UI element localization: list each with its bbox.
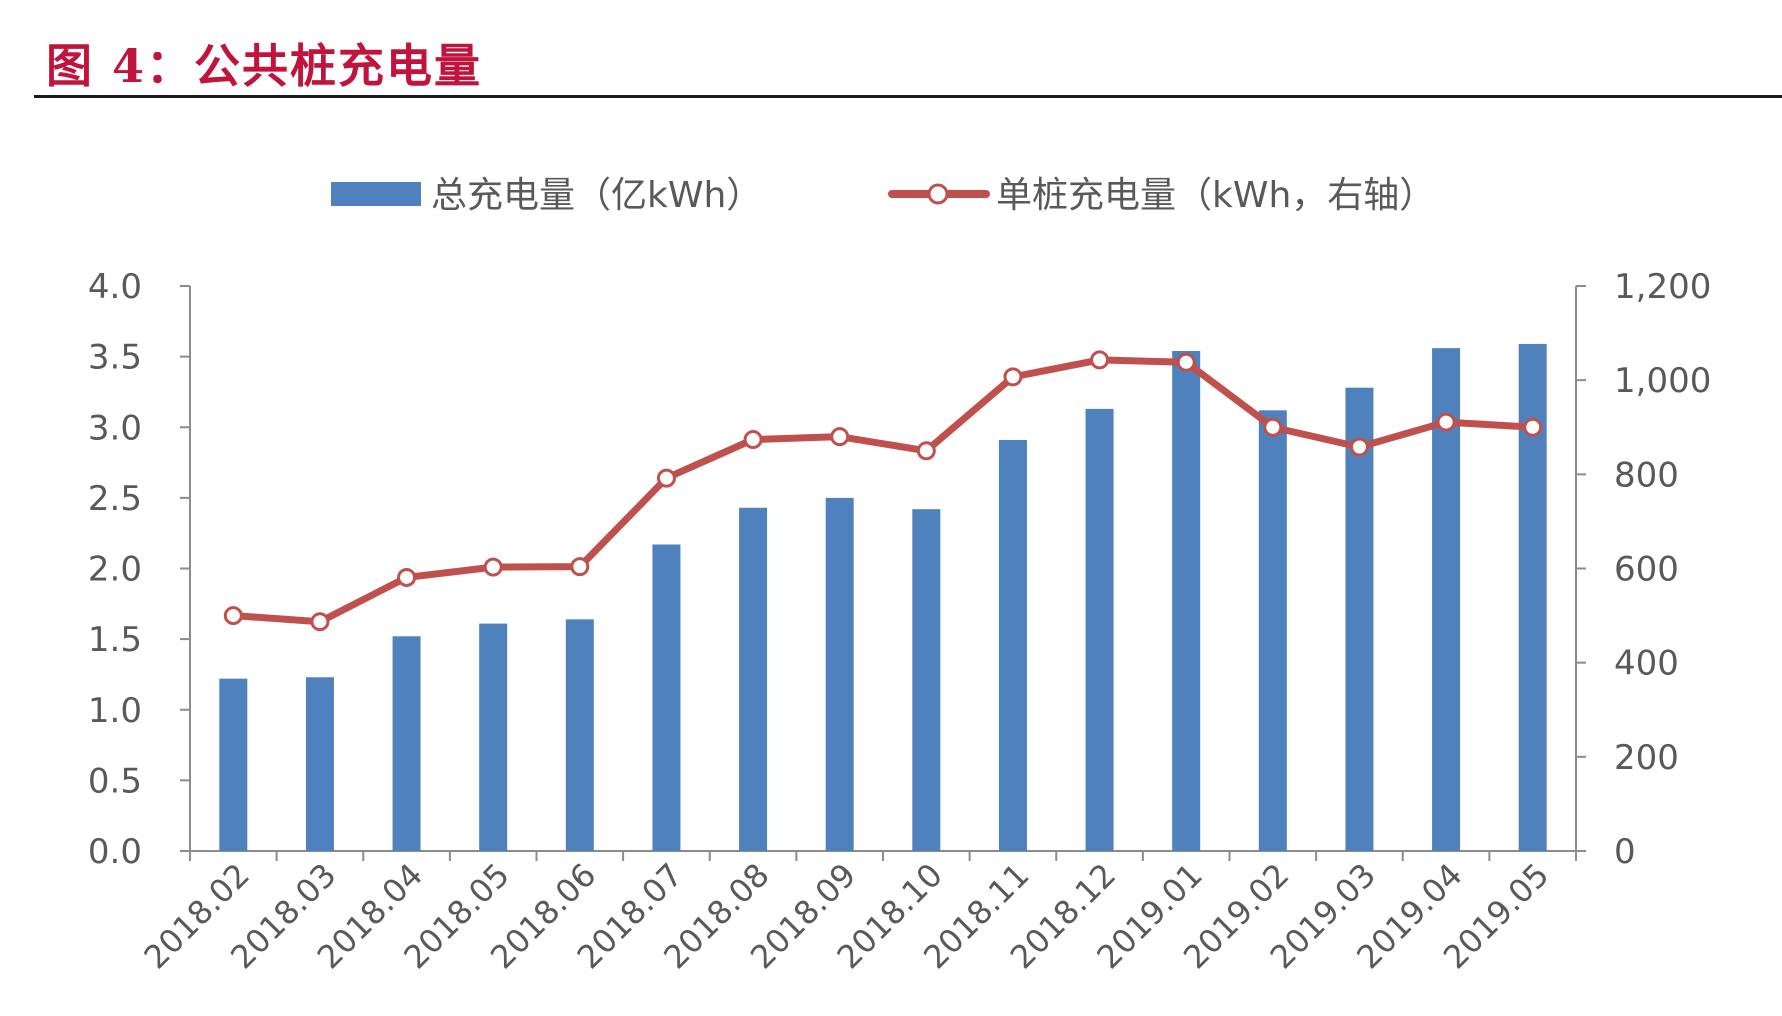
bar xyxy=(565,619,594,851)
y-left-tick-label: 0.0 xyxy=(88,832,142,872)
legend-line-marker xyxy=(927,183,949,205)
line-point xyxy=(1523,417,1543,437)
line-point xyxy=(483,557,503,577)
line-point xyxy=(1436,412,1456,432)
y-left-tick-label: 1.0 xyxy=(88,691,142,731)
y-right-tick-label: 1,000 xyxy=(1614,361,1711,401)
legend-line-label: 单桩充电量（kWh，右轴） xyxy=(996,175,1435,216)
y-left-tick-label: 2.5 xyxy=(88,479,142,519)
line-point xyxy=(1263,417,1283,437)
bar xyxy=(652,544,681,851)
bar xyxy=(219,678,248,851)
line-point xyxy=(1349,437,1369,457)
legend-bar-label: 总充电量（亿kWh） xyxy=(431,175,762,216)
y-left-tick-label: 1.5 xyxy=(88,620,142,660)
bar xyxy=(305,677,334,851)
line-point xyxy=(223,606,243,626)
y-right-tick-label: 0 xyxy=(1614,832,1636,872)
line-point xyxy=(916,441,936,461)
bar xyxy=(739,507,768,851)
y-right-tick-label: 200 xyxy=(1614,738,1679,778)
bar xyxy=(479,623,508,851)
line-point xyxy=(397,567,417,587)
bar xyxy=(1345,387,1374,851)
y-right-tick-label: 400 xyxy=(1614,644,1679,684)
bar xyxy=(1085,408,1114,851)
y-left-tick-label: 3.0 xyxy=(88,408,142,448)
line-point xyxy=(743,429,763,449)
bar xyxy=(1432,348,1461,851)
legend-bar-swatch xyxy=(331,182,421,206)
bar xyxy=(825,497,854,851)
line-point xyxy=(830,427,850,447)
figure-title: 图 4：公共桩充电量 xyxy=(46,39,483,93)
line-point xyxy=(656,468,676,488)
line-point xyxy=(570,557,590,577)
y-right-tick-label: 1,200 xyxy=(1614,267,1711,307)
y-left-tick-label: 2.0 xyxy=(88,550,142,590)
y-right-tick-label: 800 xyxy=(1614,455,1679,495)
bar xyxy=(392,636,421,851)
line-point xyxy=(1003,367,1023,387)
y-left-tick-label: 0.5 xyxy=(88,761,142,801)
y-left-tick-label: 3.5 xyxy=(88,338,142,378)
title-rule xyxy=(34,95,1782,98)
bar xyxy=(1172,350,1201,851)
bar xyxy=(998,439,1027,851)
line-point xyxy=(1176,352,1196,372)
bar xyxy=(1258,410,1287,851)
y-left-tick-label: 4.0 xyxy=(88,267,142,307)
bar xyxy=(912,509,941,851)
line-point xyxy=(310,612,330,632)
line-point xyxy=(1090,350,1110,370)
series-line xyxy=(233,356,1533,626)
y-right-tick-label: 600 xyxy=(1614,550,1679,590)
